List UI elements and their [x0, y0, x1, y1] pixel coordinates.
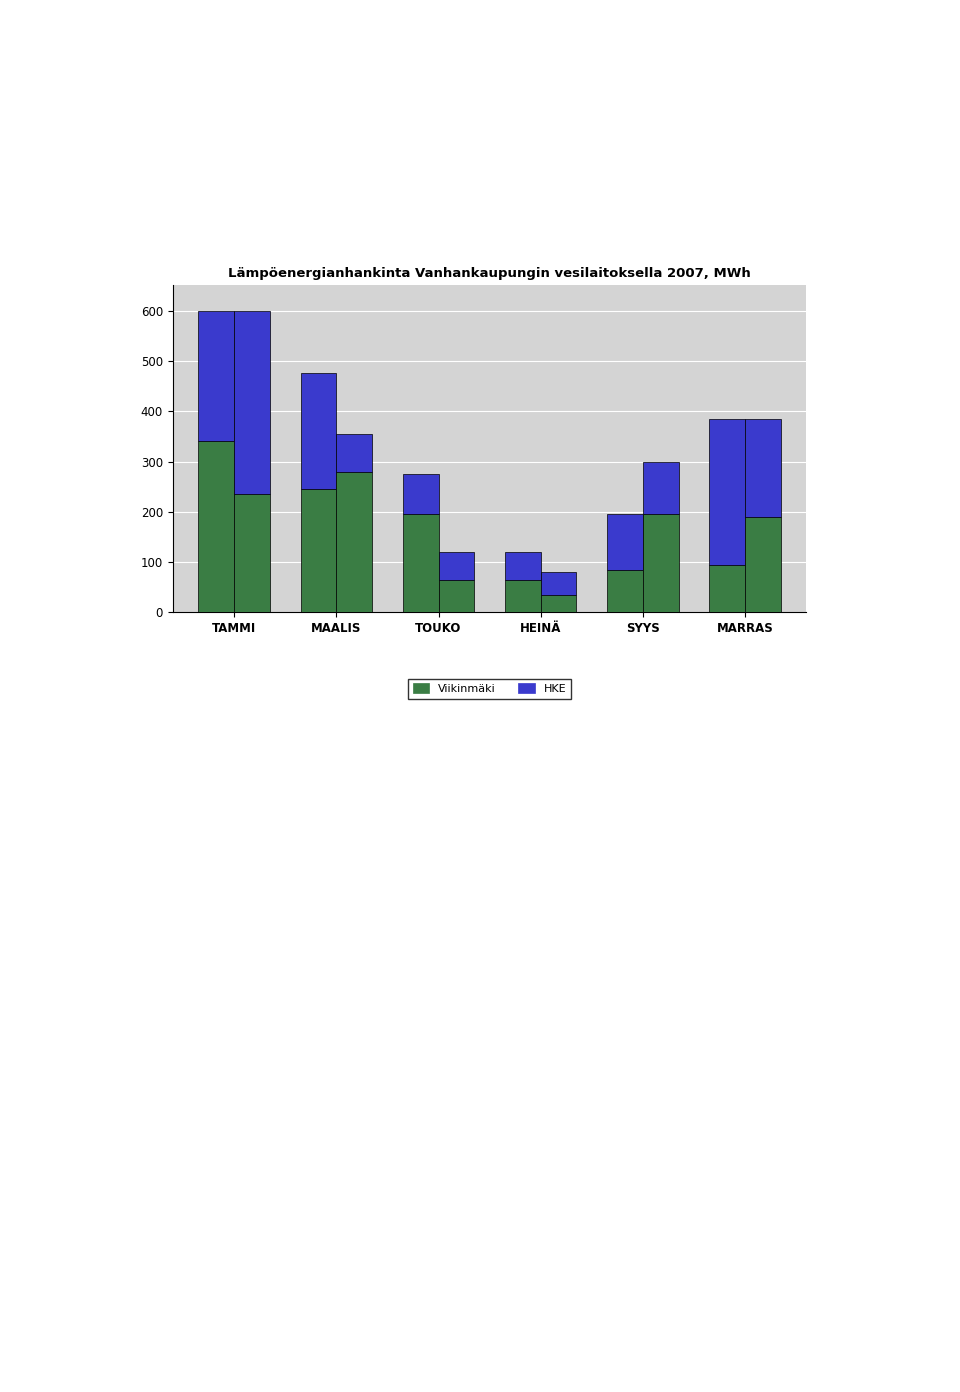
Bar — [336, 434, 372, 472]
Bar — [709, 565, 745, 612]
Bar — [505, 579, 540, 612]
Bar — [540, 572, 576, 594]
Bar — [199, 441, 234, 612]
Legend: Viikinmäki, HKE: Viikinmäki, HKE — [408, 679, 571, 699]
Bar — [234, 494, 270, 612]
Bar — [505, 553, 540, 579]
Bar — [336, 472, 372, 612]
Bar — [643, 514, 679, 612]
Bar — [234, 310, 270, 494]
Bar — [199, 310, 234, 441]
Bar — [403, 514, 439, 612]
Bar — [709, 419, 745, 565]
Bar — [300, 489, 336, 612]
Bar — [745, 516, 780, 612]
Bar — [439, 553, 474, 579]
Title: Lämpöenergianhankinta Vanhankaupungin vesilaitoksella 2007, MWh: Lämpöenergianhankinta Vanhankaupungin ve… — [228, 267, 751, 280]
Bar — [745, 419, 780, 516]
Bar — [439, 579, 474, 612]
Bar — [607, 569, 643, 612]
Bar — [300, 373, 336, 489]
Bar — [403, 475, 439, 514]
Bar — [607, 514, 643, 569]
Bar — [643, 462, 679, 514]
Bar — [540, 594, 576, 612]
